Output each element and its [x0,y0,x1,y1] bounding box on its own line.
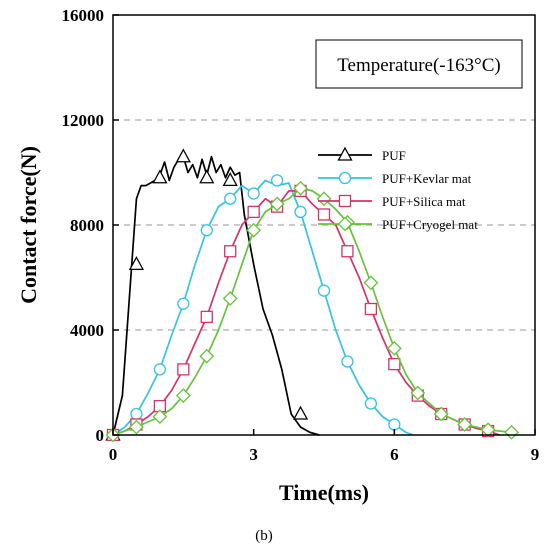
annotation-text: Temperature(-163°C) [337,55,500,76]
data-point [363,275,379,291]
data-point [480,422,496,438]
x-axis-title: Time(ms) [279,480,369,505]
figure-caption: (b) [255,528,273,544]
data-point [270,174,284,187]
data-point [224,192,237,205]
data-point [128,256,145,271]
data-point [433,406,449,422]
data-point [247,187,260,200]
y-tick-label: 0 [96,426,105,445]
data-point [341,355,354,368]
legend-label: PUF+Cryogel mat [382,217,478,232]
annotation-box: Temperature(-163°C) [315,39,523,89]
data-point [294,205,307,219]
y-tick-label: 8000 [70,216,104,235]
y-axis-title: Contact force(N) [16,146,41,304]
legend-label: PUF+Kevlar mat [382,171,472,186]
data-point [504,424,519,440]
data-point [152,409,168,425]
x-tick-label: 6 [390,445,399,464]
series-1 [106,174,414,442]
series-0 [105,148,320,441]
data-point [386,340,402,356]
data-point [388,418,401,431]
legend-swatch-marker [338,171,352,185]
data-point [129,419,144,435]
y-tick-label: 16000 [62,6,105,25]
data-point [292,405,309,420]
data-point [130,407,143,421]
series-lines [105,148,519,443]
data-point [199,169,215,184]
legend-swatch-marker [337,146,353,161]
annotation-frame [315,39,523,89]
axes [112,14,536,436]
data-point [177,363,190,376]
data-point [177,297,190,310]
data-point [293,180,308,196]
tick-labels: 0 3 6 9 0 4000 8000 12000 16000 [62,6,540,464]
data-point [317,208,331,221]
legend-label: PUF [382,148,406,163]
data-point [199,348,215,364]
data-point [246,222,262,238]
legend-entry: PUF+Silica mat [318,194,466,209]
legend-swatch-marker [338,194,352,208]
data-point [364,397,378,410]
y-tick-label: 4000 [70,321,104,340]
data-point [457,417,473,432]
data-point [388,357,401,371]
data-point [247,205,260,219]
data-point [269,196,285,212]
series-line [112,179,414,436]
data-point [153,363,167,376]
x-tick-label: 9 [531,445,540,464]
data-point [224,245,237,258]
data-point [341,245,354,258]
legend: PUF PUF+Kevlar mat PUF+Silica mat PUF+Cryog… [318,146,478,232]
y-tick-label: 12000 [62,111,105,130]
data-point [364,302,378,316]
data-point [175,148,191,163]
legend-swatch-marker [337,216,353,232]
data-point [222,172,238,187]
x-tick-label: 0 [109,445,118,464]
data-point [317,284,331,297]
data-point [200,224,213,237]
data-point [222,291,238,306]
legend-label: PUF+Silica mat [382,194,466,209]
series-line [112,155,320,436]
data-point [152,169,168,184]
legend-entry: PUF+Cryogel mat [318,216,478,232]
legend-entry: PUF [318,146,406,163]
data-point [410,385,426,401]
gridlines [113,119,535,331]
data-point [175,388,191,404]
data-point [200,310,213,324]
x-tick-label: 3 [249,445,258,464]
data-point [316,191,332,207]
legend-entry: PUF+Kevlar mat [318,171,472,186]
